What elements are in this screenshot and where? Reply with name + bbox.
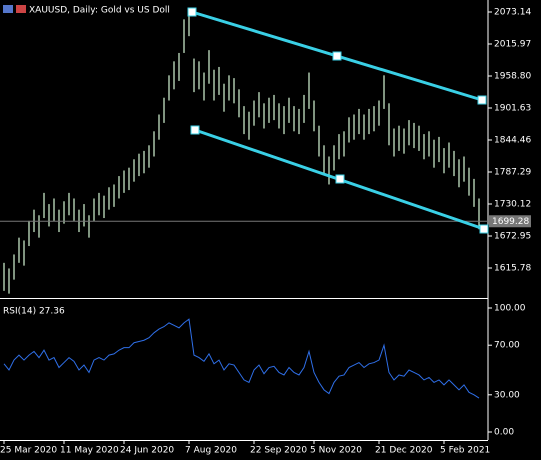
handle [477,95,487,105]
x-tick-label: 5 Feb 2021 [440,446,490,456]
x-tick-label: 21 Dec 2020 [375,446,433,456]
current-price-label: 1699.28 [492,217,529,227]
symbol-icons [3,5,26,13]
x-tick-label: 25 Mar 2020 [0,446,57,456]
y-tick-label: 1844.46 [494,135,531,145]
current-price-box [489,215,531,228]
y-tick-label: 100.00 [494,303,526,313]
x-tick-label: 5 Nov 2020 [310,446,362,456]
handle [479,224,489,234]
flag-icon [16,5,26,13]
y-tick-label: 1958.80 [494,72,531,82]
handle [190,125,200,135]
y-tick-label: 70.00 [494,341,520,351]
rsi-title: RSI(14) 27.36 [3,307,65,317]
rsi-line [3,318,480,399]
x-tick-label: 22 Sep 2020 [250,446,307,456]
marks: 2073.14 2015.97 1958.80 1901.63 1844.46 1787.… [0,8,531,456]
y-tick-label: 0.00 [494,428,514,438]
handle [335,174,345,184]
y-tick-label: 1901.63 [494,103,531,113]
handle [332,51,342,61]
y-tick-label: 30.00 [494,390,520,400]
y-tick-label: 1615.78 [494,263,531,273]
chart-title: XAUUSD, Daily: Gold vs US Doll [29,6,170,16]
x-tick-label: 11 May 2020 [60,446,119,456]
y-tick-label: 1730.12 [494,199,531,209]
channel-handles [187,7,489,234]
y-tick-label: 2073.14 [494,8,531,18]
y-tick-label: 1787.29 [494,167,531,177]
y-tick-label: 2015.97 [494,40,531,50]
x-tick-label: 24 Jun 2020 [120,446,174,456]
handle [187,7,197,17]
x-tick-label: 7 Aug 2020 [185,446,237,456]
flag-icon [3,5,13,13]
y-tick-label: 1672.95 [494,231,531,241]
